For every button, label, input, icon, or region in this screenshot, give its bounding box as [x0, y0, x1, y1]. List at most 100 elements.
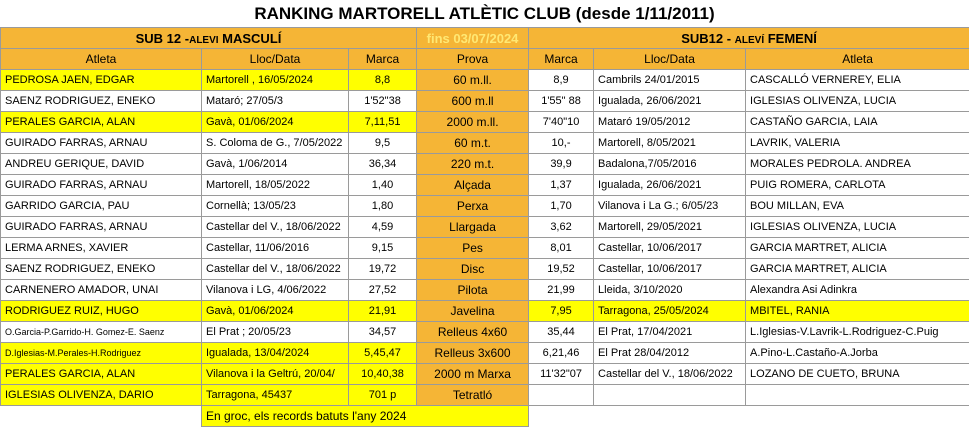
female-athlete-cell[interactable]: A.Pino-L.Castaño-A.Jorba — [746, 343, 969, 364]
female-place-date-cell[interactable]: Vilanova i La G.; 6/05/23 — [594, 196, 746, 217]
female-mark-cell[interactable]: 8,9 — [529, 70, 594, 91]
male-place-date-cell[interactable]: Castellar del V., 18/06/2022 — [202, 217, 349, 238]
event-cell[interactable]: Relleus 4x60 — [417, 322, 529, 343]
female-athlete-cell[interactable]: PUIG ROMERA, CARLOTA — [746, 175, 969, 196]
female-athlete-cell[interactable]: MBITEL, RANIA — [746, 301, 969, 322]
male-athlete-cell[interactable]: GUIRADO FARRAS, ARNAU — [1, 217, 202, 238]
female-mark-cell[interactable]: 1,37 — [529, 175, 594, 196]
female-mark-cell[interactable]: 21,99 — [529, 280, 594, 301]
male-mark-cell[interactable]: 4,59 — [349, 217, 417, 238]
male-place-date-cell[interactable]: Vilanova i LG, 4/06/2022 — [202, 280, 349, 301]
female-athlete-cell[interactable]: CASTAÑO GARCIA, LAIA — [746, 112, 969, 133]
male-place-date-cell[interactable]: Castellar, 11/06/2016 — [202, 238, 349, 259]
female-athlete-cell[interactable]: IGLESIAS OLIVENZA, LUCIA — [746, 217, 969, 238]
male-athlete-cell[interactable]: RODRIGUEZ RUIZ, HUGO — [1, 301, 202, 322]
event-cell[interactable]: 2000 m.ll. — [417, 112, 529, 133]
male-place-date-cell[interactable]: Martorell , 16/05/2024 — [202, 70, 349, 91]
female-mark-cell[interactable] — [529, 385, 594, 406]
male-athlete-cell[interactable]: SAENZ RODRIGUEZ, ENEKO — [1, 259, 202, 280]
female-mark-cell[interactable]: 1'55" 88 — [529, 91, 594, 112]
event-cell[interactable]: Relleus 3x600 — [417, 343, 529, 364]
female-athlete-cell[interactable]: BOU MILLAN, EVA — [746, 196, 969, 217]
event-cell[interactable]: 2000 m Marxa — [417, 364, 529, 385]
female-mark-cell[interactable]: 7,95 — [529, 301, 594, 322]
event-cell[interactable]: 60 m.t. — [417, 133, 529, 154]
male-mark-cell[interactable]: 36,34 — [349, 154, 417, 175]
male-mark-cell[interactable]: 5,45,47 — [349, 343, 417, 364]
event-cell[interactable]: 60 m.ll. — [417, 70, 529, 91]
female-athlete-cell[interactable]: LOZANO DE CUETO, BRUNA — [746, 364, 969, 385]
male-athlete-cell[interactable]: GUIRADO FARRAS, ARNAU — [1, 133, 202, 154]
male-place-date-cell[interactable]: Vilanova i la Geltrú, 20/04/ — [202, 364, 349, 385]
male-athlete-cell[interactable]: O.Garcia-P.Garrido-H. Gomez-E. Saenz — [1, 322, 202, 343]
male-mark-cell[interactable]: 1,40 — [349, 175, 417, 196]
male-athlete-cell[interactable]: D.Iglesias-M.Perales-H.Rodriguez — [1, 343, 202, 364]
female-place-date-cell[interactable]: Martorell, 29/05/2021 — [594, 217, 746, 238]
event-cell[interactable]: Alçada — [417, 175, 529, 196]
female-mark-cell[interactable]: 11'32"07 — [529, 364, 594, 385]
female-athlete-cell[interactable]: Alexandra Asi Adinkra — [746, 280, 969, 301]
female-mark-cell[interactable]: 7'40"10 — [529, 112, 594, 133]
female-mark-cell[interactable]: 10,- — [529, 133, 594, 154]
male-mark-cell[interactable]: 7,11,51 — [349, 112, 417, 133]
male-mark-cell[interactable]: 21,91 — [349, 301, 417, 322]
female-place-date-cell[interactable] — [594, 385, 746, 406]
male-athlete-cell[interactable]: IGLESIAS OLIVENZA, DARIO — [1, 385, 202, 406]
female-athlete-cell[interactable]: IGLESIAS OLIVENZA, LUCIA — [746, 91, 969, 112]
male-place-date-cell[interactable]: Gavà, 01/06/2024 — [202, 112, 349, 133]
female-athlete-cell[interactable]: CASCALLÓ VERNEREY, ELIA — [746, 70, 969, 91]
event-cell[interactable]: Perxa — [417, 196, 529, 217]
female-athlete-cell[interactable]: GARCIA MARTRET, ALICIA — [746, 259, 969, 280]
male-place-date-cell[interactable]: S. Coloma de G., 7/05/2022 — [202, 133, 349, 154]
male-place-date-cell[interactable]: Tarragona, 45437 — [202, 385, 349, 406]
female-place-date-cell[interactable]: Igualada, 26/06/2021 — [594, 175, 746, 196]
female-place-date-cell[interactable]: Castellar, 10/06/2017 — [594, 238, 746, 259]
male-mark-cell[interactable]: 1'52"38 — [349, 91, 417, 112]
male-mark-cell[interactable]: 1,80 — [349, 196, 417, 217]
event-cell[interactable]: Disc — [417, 259, 529, 280]
male-mark-cell[interactable]: 10,40,38 — [349, 364, 417, 385]
female-mark-cell[interactable]: 6,21,46 — [529, 343, 594, 364]
male-mark-cell[interactable]: 34,57 — [349, 322, 417, 343]
female-place-date-cell[interactable]: Martorell, 8/05/2021 — [594, 133, 746, 154]
male-athlete-cell[interactable]: ANDREU GERIQUE, DAVID — [1, 154, 202, 175]
male-mark-cell[interactable]: 701 p — [349, 385, 417, 406]
female-mark-cell[interactable]: 3,62 — [529, 217, 594, 238]
male-place-date-cell[interactable]: Cornellà; 13/05/23 — [202, 196, 349, 217]
event-cell[interactable]: Pes — [417, 238, 529, 259]
male-place-date-cell[interactable]: Igualada, 13/04/2024 — [202, 343, 349, 364]
male-mark-cell[interactable]: 27,52 — [349, 280, 417, 301]
event-cell[interactable]: Llargada — [417, 217, 529, 238]
event-cell[interactable]: 600 m.ll — [417, 91, 529, 112]
female-place-date-cell[interactable]: Badalona,7/05/2016 — [594, 154, 746, 175]
female-mark-cell[interactable]: 19,52 — [529, 259, 594, 280]
male-athlete-cell[interactable]: PEDROSA JAEN, EDGAR — [1, 70, 202, 91]
female-place-date-cell[interactable]: Tarragona, 25/05/2024 — [594, 301, 746, 322]
male-place-date-cell[interactable]: El Prat ; 20/05/23 — [202, 322, 349, 343]
female-place-date-cell[interactable]: Igualada, 26/06/2021 — [594, 91, 746, 112]
female-mark-cell[interactable]: 35,44 — [529, 322, 594, 343]
male-athlete-cell[interactable]: PERALES GARCIA, ALAN — [1, 364, 202, 385]
female-athlete-cell[interactable]: GARCIA MARTRET, ALICIA — [746, 238, 969, 259]
male-athlete-cell[interactable]: PERALES GARCIA, ALAN — [1, 112, 202, 133]
female-place-date-cell[interactable]: Castellar, 10/06/2017 — [594, 259, 746, 280]
male-mark-cell[interactable]: 9,15 — [349, 238, 417, 259]
female-athlete-cell[interactable]: L.Iglesias-V.Lavrik-L.Rodriguez-C.Puig — [746, 322, 969, 343]
male-place-date-cell[interactable]: Martorell, 18/05/2022 — [202, 175, 349, 196]
male-athlete-cell[interactable]: GUIRADO FARRAS, ARNAU — [1, 175, 202, 196]
female-place-date-cell[interactable]: Lleida, 3/10/2020 — [594, 280, 746, 301]
event-cell[interactable]: 220 m.t. — [417, 154, 529, 175]
male-mark-cell[interactable]: 8,8 — [349, 70, 417, 91]
male-athlete-cell[interactable]: LERMA ARNES, XAVIER — [1, 238, 202, 259]
female-mark-cell[interactable]: 39,9 — [529, 154, 594, 175]
event-cell[interactable]: Javelina — [417, 301, 529, 322]
male-place-date-cell[interactable]: Gavà, 01/06/2024 — [202, 301, 349, 322]
female-place-date-cell[interactable]: Castellar del V., 18/06/2022 — [594, 364, 746, 385]
male-athlete-cell[interactable]: SAENZ RODRIGUEZ, ENEKO — [1, 91, 202, 112]
male-athlete-cell[interactable]: GARRIDO GARCIA, PAU — [1, 196, 202, 217]
female-athlete-cell[interactable]: MORALES PEDROLA. ANDREA — [746, 154, 969, 175]
male-place-date-cell[interactable]: Mataró; 27/05/3 — [202, 91, 349, 112]
female-mark-cell[interactable]: 8,01 — [529, 238, 594, 259]
female-place-date-cell[interactable]: Cambrils 24/01/2015 — [594, 70, 746, 91]
male-mark-cell[interactable]: 19,72 — [349, 259, 417, 280]
